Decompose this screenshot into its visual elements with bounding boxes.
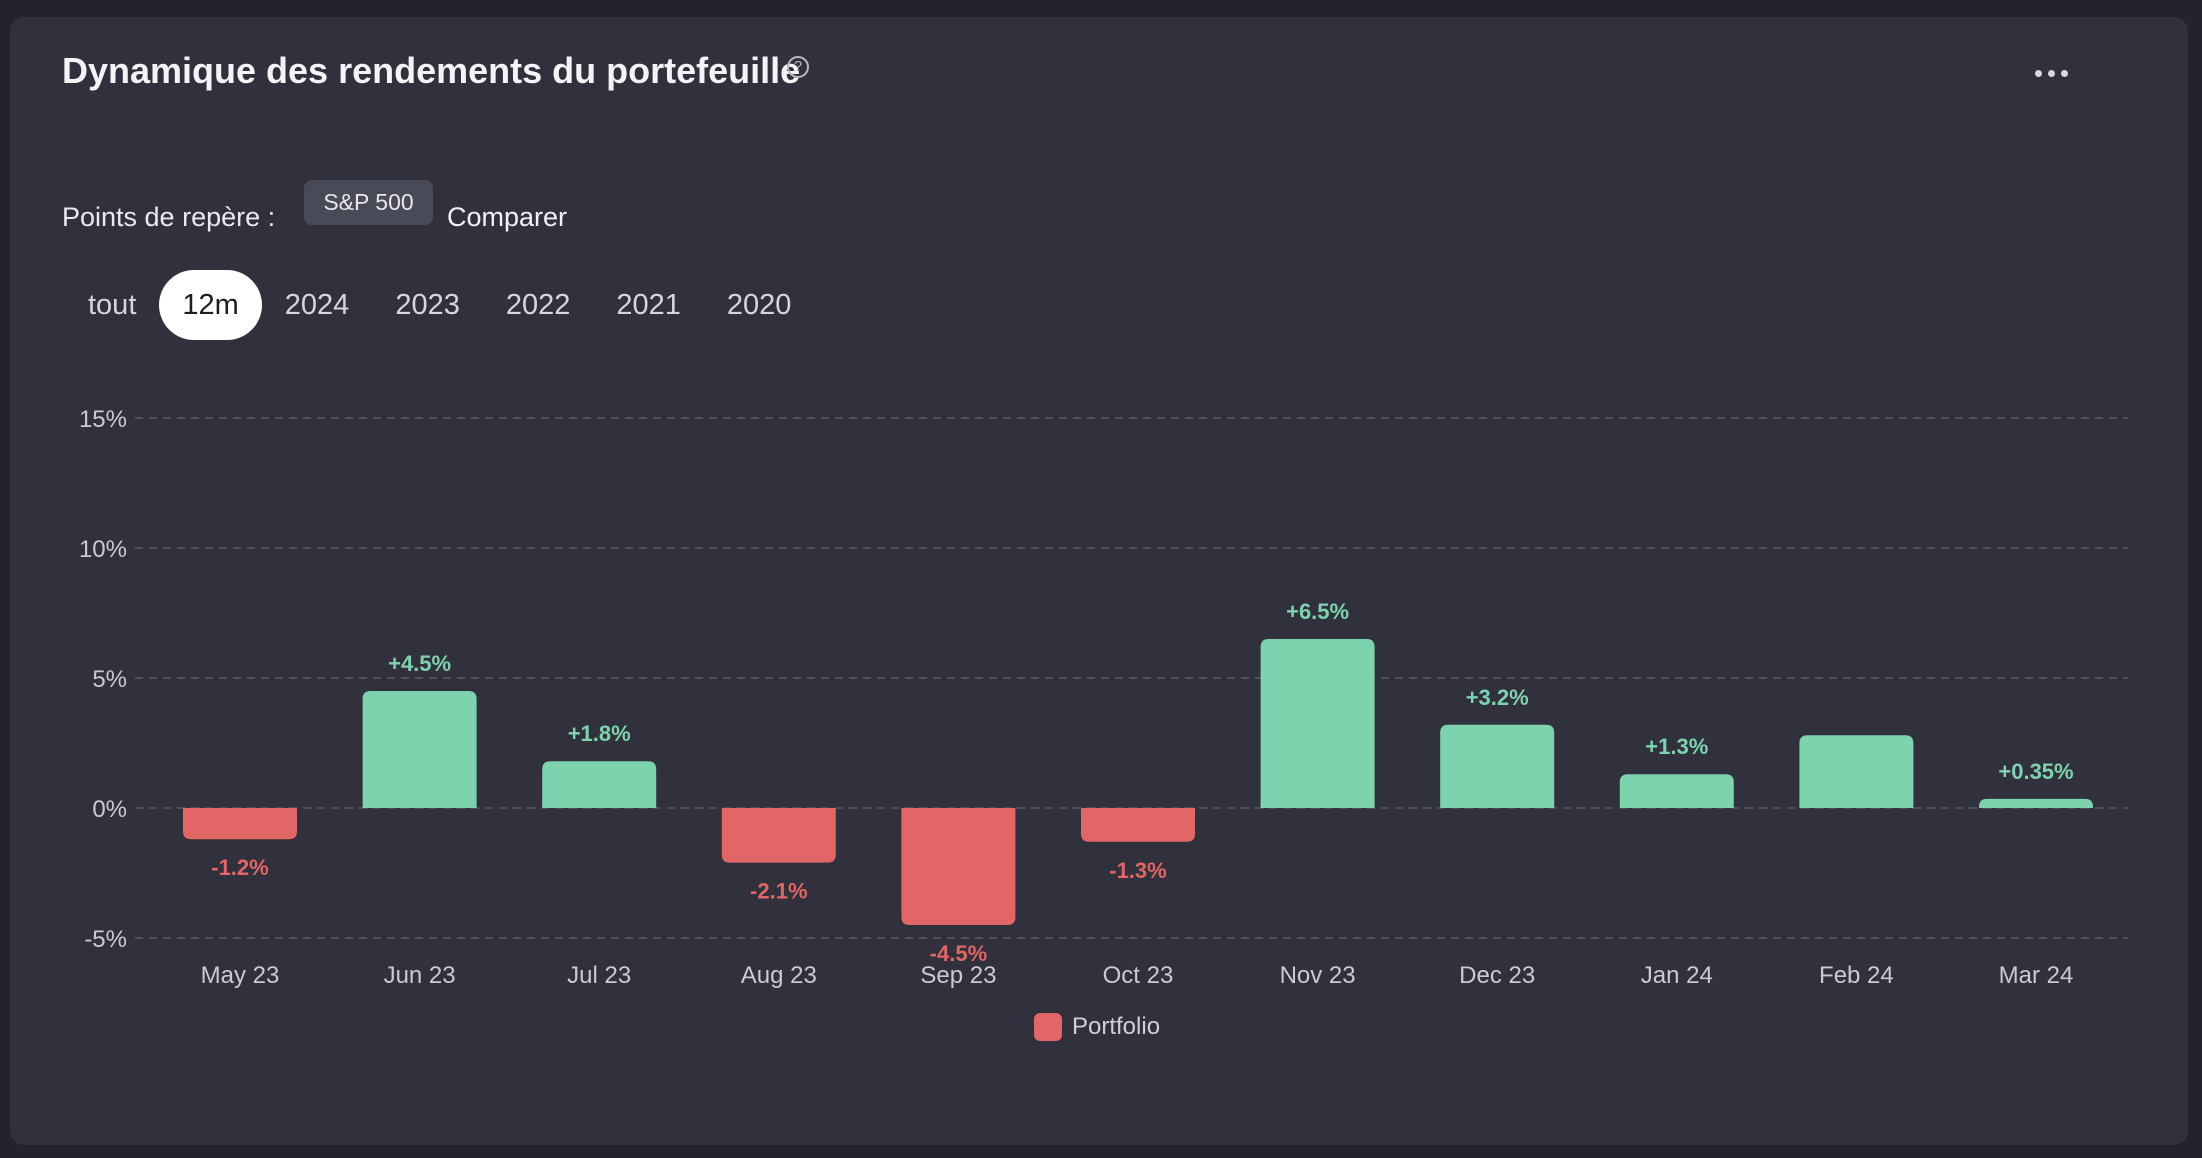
bar	[721, 808, 836, 863]
legend-label-portfolio: Portfolio	[1072, 1013, 1161, 1040]
question-circle-icon[interactable]: ?	[787, 56, 809, 78]
data-label: -4.5%	[930, 941, 987, 966]
data-label: -1.2%	[211, 855, 268, 880]
y-tick-label: 0%	[92, 796, 127, 823]
x-tick-label: May 23	[201, 962, 280, 989]
legend-swatch-portfolio	[1034, 1013, 1062, 1041]
bar	[1440, 724, 1555, 808]
more-horizontal-icon[interactable]	[2024, 60, 2078, 86]
more-dot	[2047, 69, 2055, 77]
data-label: +1.8%	[568, 721, 631, 746]
bar	[183, 808, 297, 840]
bar	[1081, 808, 1195, 842]
x-tick-label: Oct 23	[1103, 962, 1174, 989]
x-tick-label: Jun 23	[384, 962, 456, 989]
period-tab-all[interactable]: tout	[88, 289, 137, 321]
x-tick-label: Sep 23	[920, 962, 996, 989]
data-label: +6.5%	[1286, 599, 1349, 624]
compare-button[interactable]: Comparer	[447, 202, 568, 232]
card-title: Dynamique des rendements du portefeuille	[62, 50, 801, 91]
data-label: +0.35%	[1998, 759, 2073, 784]
data-label: +4.5%	[388, 651, 451, 676]
data-label: +3.2%	[1466, 685, 1529, 710]
data-label: -2.1%	[750, 879, 807, 904]
period-tab-2021[interactable]: 2021	[616, 289, 681, 321]
data-label: +1.3%	[1645, 734, 1708, 759]
more-dot	[2034, 69, 2042, 77]
x-tick-label: Jan 24	[1641, 962, 1713, 989]
more-dot	[2060, 69, 2068, 77]
y-tick-label: -5%	[84, 926, 127, 953]
bar	[1799, 735, 1914, 808]
period-tab-2024[interactable]: 2024	[284, 289, 350, 321]
y-tick-label: 15%	[79, 406, 127, 433]
x-tick-label: Aug 23	[741, 962, 817, 989]
period-selector: tout 12m 2024 2023 2022 2021 2020	[65, 270, 814, 340]
bar	[1979, 798, 2093, 808]
bar	[1619, 774, 1734, 808]
period-tab-2020[interactable]: 2020	[726, 289, 792, 321]
x-tick-label: Mar 24	[1999, 962, 2074, 989]
x-tick-label: Nov 23	[1280, 962, 1356, 989]
bar	[901, 808, 1016, 925]
x-tick-label: Jul 23	[567, 962, 631, 989]
period-tab-12m[interactable]: 12m	[159, 270, 262, 340]
benchmark-label: Points de repère :	[62, 202, 276, 232]
x-tick-label: Feb 24	[1819, 962, 1894, 989]
benchmark-chip-sp500[interactable]: S&P 500	[304, 180, 433, 225]
bar	[1260, 639, 1375, 808]
y-tick-label: 5%	[92, 666, 127, 693]
y-tick-label: 10%	[79, 536, 127, 563]
bar	[542, 761, 657, 808]
bar	[362, 691, 477, 808]
chart-legend[interactable]: Portfolio	[1034, 1011, 1160, 1043]
period-tab-2022[interactable]: 2022	[505, 289, 571, 321]
data-label: -1.3%	[1109, 858, 1166, 883]
period-tab-2023[interactable]: 2023	[395, 289, 460, 321]
x-tick-label: Dec 23	[1459, 962, 1535, 989]
